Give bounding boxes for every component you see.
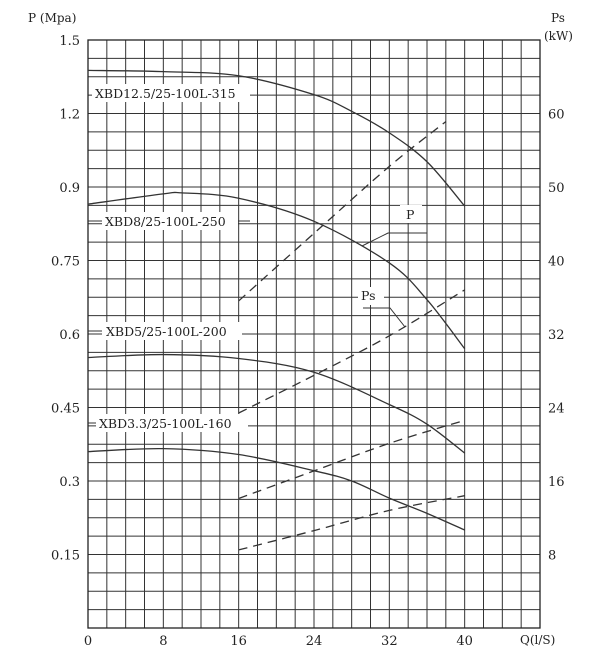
x-tick-label: 0	[84, 634, 92, 649]
power-curve	[238, 419, 465, 500]
y-right-axis-label: Ps	[551, 11, 565, 25]
y-right-tick-label: 32	[548, 328, 565, 343]
x-tick-label: 40	[456, 634, 473, 649]
curve-label-200: XBD5/25-100L-200	[106, 324, 227, 339]
curve-labels: XBD12.5/25-100L-315 XBD8/25-100L-250 XBD…	[88, 84, 427, 432]
y-right-tick-label: 8	[548, 549, 556, 564]
power-curve	[238, 121, 447, 302]
curve-label-250: XBD8/25-100L-250	[105, 214, 226, 229]
pressure-curve	[87, 191, 466, 350]
y-right-tick-label: 50	[548, 181, 565, 196]
y-right-tick-label: 60	[548, 108, 565, 123]
pressure-curve	[87, 353, 466, 454]
power-curve	[238, 289, 466, 414]
curve-label-160: XBD3.3/25-100L-160	[99, 416, 232, 431]
leader-line-p	[361, 232, 427, 247]
y-left-tick-label: 0.75	[51, 255, 80, 270]
legend-label-ps: Ps	[361, 288, 376, 303]
y-left-tick-label: 1.5	[59, 34, 80, 49]
x-tick-label: 8	[159, 634, 167, 649]
pressure-curve	[87, 69, 466, 207]
x-axis-label: Q(l/S)	[520, 633, 555, 647]
x-tick-label: 24	[306, 634, 323, 649]
y-right-tick-label: 40	[548, 255, 565, 270]
x-tick-label: 16	[230, 634, 247, 649]
x-tick-label: 32	[381, 634, 398, 649]
y-left-tick-label: 0.45	[51, 402, 80, 417]
y-right-axis-unit: (kW)	[544, 29, 573, 43]
y-right-tick-label: 16	[548, 475, 565, 490]
leader-line-ps	[363, 307, 406, 328]
y-left-tick-label: 0.3	[59, 475, 80, 490]
y-left-tick-label: 0.9	[59, 181, 80, 196]
y-left-tick-label: 0.15	[51, 549, 80, 564]
pressure-curve	[87, 447, 465, 531]
legend-label-p: P	[406, 207, 414, 222]
power-curve	[238, 495, 465, 551]
y-left-tick-label: 0.6	[59, 328, 80, 343]
curves	[87, 69, 466, 551]
tick-labels: 0 8 16 24 32 40 0.15 0.3 0.45 0.6 0.75 0.9 1.2 1.5 8 16…	[51, 34, 565, 649]
y-left-axis-label: P (Mpa)	[28, 11, 76, 25]
curve-label-315: XBD12.5/25-100L-315	[95, 86, 236, 101]
y-left-tick-label: 1.2	[59, 108, 80, 123]
y-right-tick-label: 24	[548, 402, 565, 417]
plot-frame	[87, 39, 541, 629]
